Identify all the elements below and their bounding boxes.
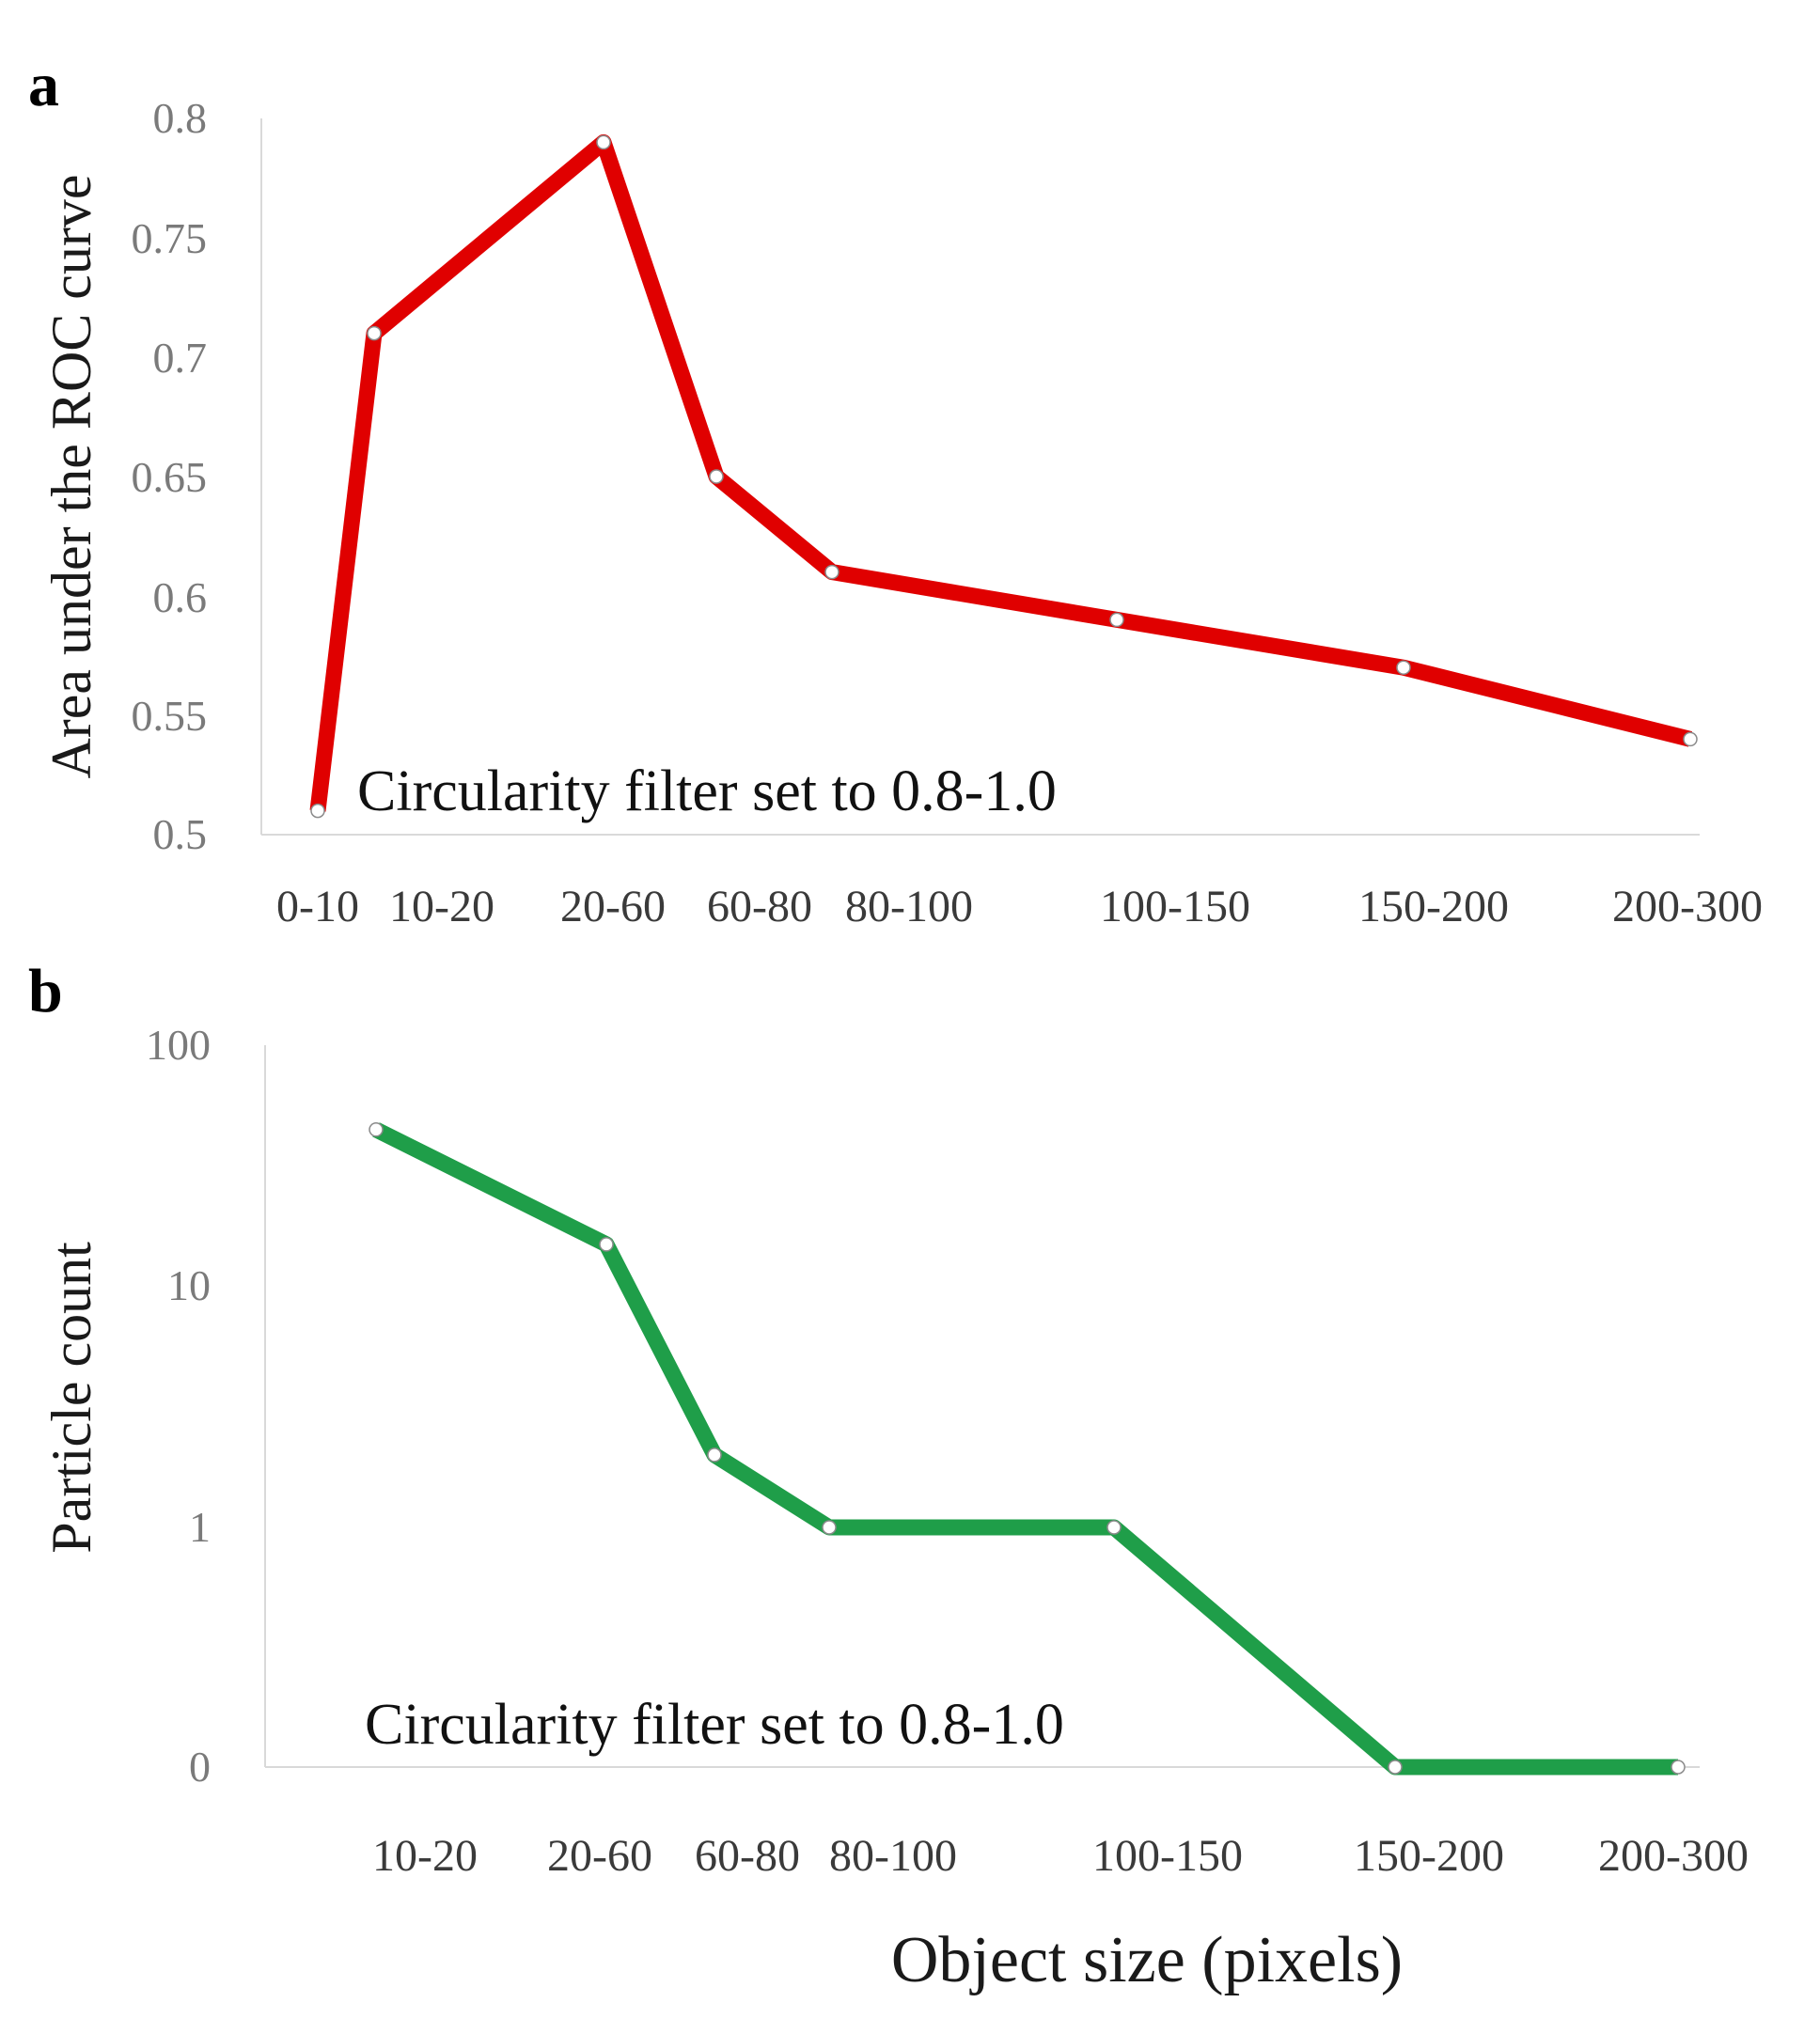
panel-a-y-tick: 0.55 [132,692,208,740]
panel-b-data-point [1671,1760,1686,1775]
panel-b-y-axis-title: Particle count [40,1242,102,1554]
panel-a-y-tick: 0.6 [153,573,208,621]
panel-b-y-tick: 100 [146,1021,211,1069]
panel-a-x-tick: 150-200 [1358,882,1509,931]
panel-b-x-tick: 80-100 [829,1831,957,1881]
panel-b-data-point [369,1122,384,1137]
panel-a-x-tick: 200-300 [1612,882,1763,931]
panel-a-y-tick: 0.5 [153,810,208,858]
panel-b-y-ticks: 0 1 10 100 [146,1021,211,1791]
panel-a-data-point [824,564,839,580]
panel-b-chart: b Particle count Circularity filter set … [28,957,1749,1996]
panel-b-data-point [1106,1520,1122,1535]
panel-a-data-point [1396,660,1411,675]
panel-a-x-tick: 10-20 [389,882,494,931]
panel-b-label: b [28,957,63,1025]
panel-a-y-axis-title: Area under the ROC curve [40,174,102,778]
panel-a-y-tick: 0.7 [153,334,208,382]
panel-b-x-ticks: 10-20 20-60 60-80 80-100 100-150 150-200 200-3… [372,1831,1749,1881]
panel-b-data-point [1388,1760,1403,1775]
panel-a-series [309,133,1698,819]
panel-a-x-tick: 100-150 [1100,882,1250,931]
panel-a-annotation: Circularity filter set to 0.8-1.0 [357,759,1057,823]
panel-a-y-tick: 0.75 [132,214,208,262]
panel-a-x-tick: 0-10 [276,882,359,931]
panel-b-data-point [707,1447,722,1463]
panel-a-data-point [596,134,611,150]
panel-b-y-tick: 10 [167,1261,211,1309]
panel-a-x-ticks: 0-10 10-20 20-60 60-80 80-100 100-150 150-200 2… [276,882,1763,931]
panel-b-x-axis-title: Object size (pixels) [891,1924,1403,1996]
panel-a-y-tick: 0.65 [132,453,208,501]
panel-b-x-tick: 150-200 [1354,1831,1504,1881]
panel-b-y-tick: 1 [189,1503,211,1551]
panel-a-x-tick: 60-80 [707,882,812,931]
panel-a-y-tick: 0.8 [153,94,208,142]
panel-a-label: a [28,51,59,119]
panel-b-x-tick: 100-150 [1092,1831,1243,1881]
panel-b-series [369,1122,1686,1776]
panel-a-data-point [367,325,382,341]
panel-a-chart: a Area under the ROC curve Circularity f… [28,51,1763,931]
panel-b-data-point [599,1237,614,1252]
panel-b-series-line [372,1122,1678,1776]
panel-a-data-point [1109,612,1124,628]
panel-a-series-line [309,133,1693,812]
panel-b-x-tick: 60-80 [695,1831,800,1881]
panel-b-x-tick: 10-20 [372,1831,478,1881]
panel-a-data-point [310,803,325,819]
panel-b-x-tick: 200-300 [1598,1831,1749,1881]
panel-a-y-ticks: 0.5 0.55 0.6 0.65 0.7 0.75 0.8 [132,94,208,858]
panel-b-x-tick: 20-60 [547,1831,652,1881]
panel-a-data-point [1683,731,1698,747]
panel-b-annotation: Circularity filter set to 0.8-1.0 [365,1693,1064,1757]
panel-a-data-point [709,469,724,484]
panel-a-x-tick: 20-60 [560,882,666,931]
panel-b-y-tick: 0 [189,1743,211,1791]
panel-b-data-point [822,1520,837,1535]
panel-a-x-tick: 80-100 [845,882,973,931]
